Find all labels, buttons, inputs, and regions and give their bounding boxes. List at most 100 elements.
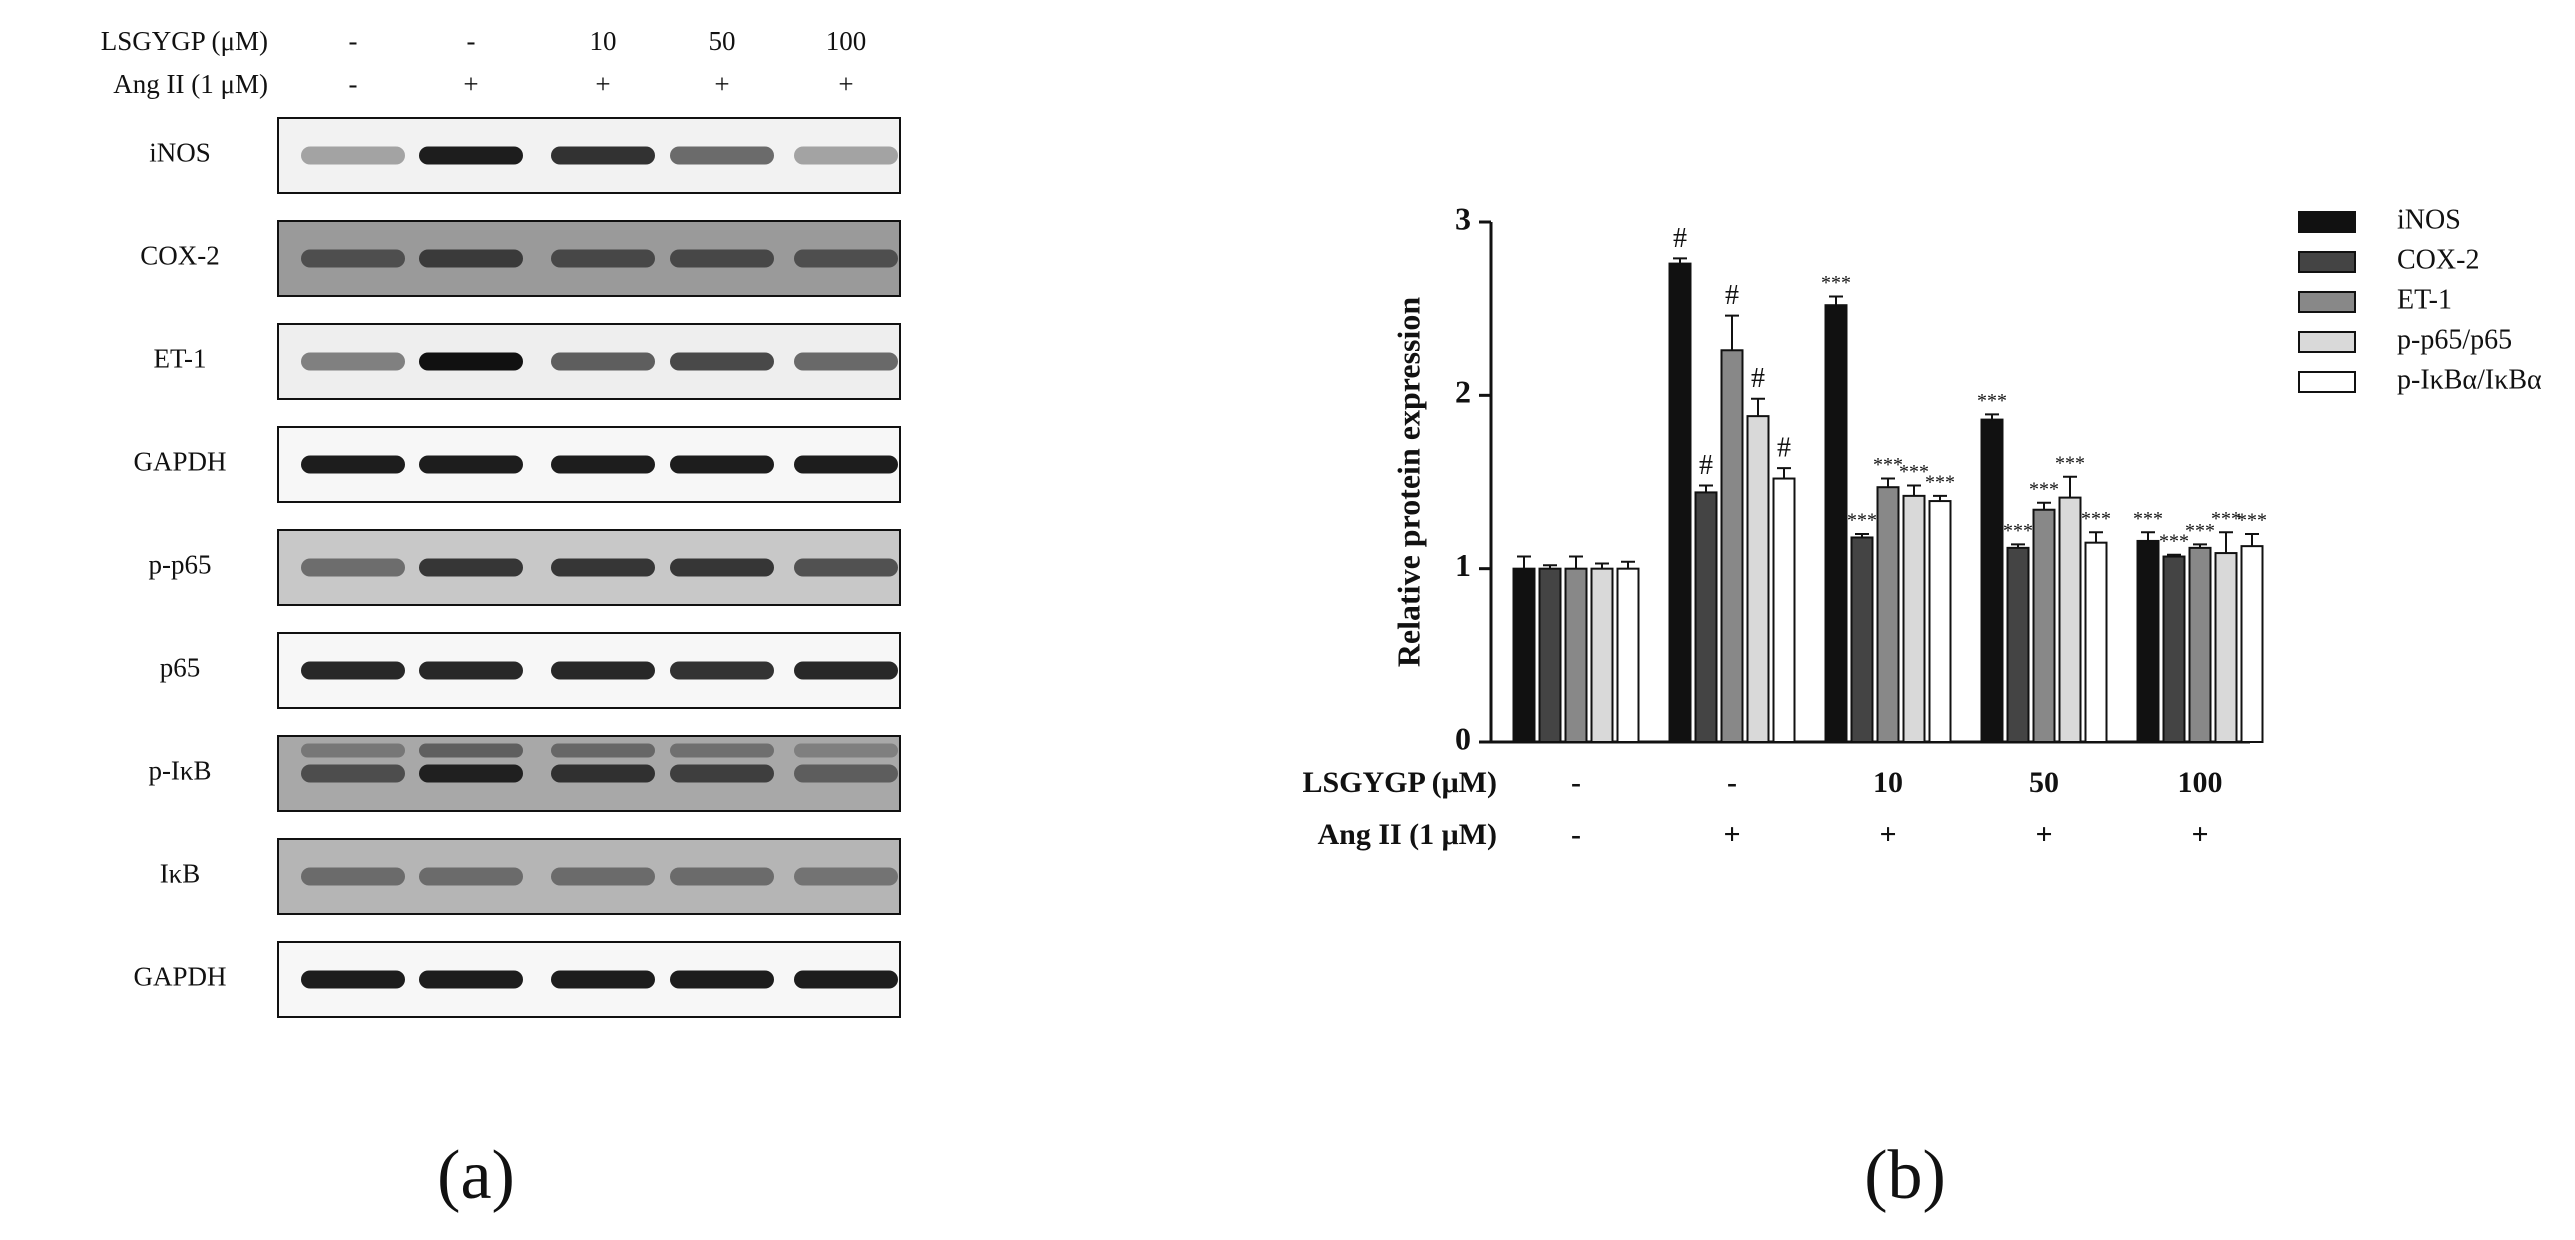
blot-band	[551, 743, 655, 758]
blot-header-value: -	[349, 26, 358, 56]
blot-band	[794, 867, 898, 886]
blot-band	[551, 146, 655, 165]
x-table-value: +	[1723, 818, 1740, 851]
blot-row-label: ET-1	[154, 344, 207, 374]
x-table-label: Ang II (1 μM)	[1317, 818, 1497, 851]
bar	[1512, 567, 1536, 744]
significance-label: ***	[2081, 508, 2111, 530]
legend-label: iNOS	[2397, 204, 2461, 235]
blot-row-label: GAPDH	[133, 962, 226, 992]
blot-band	[670, 146, 774, 165]
error-bar	[1725, 314, 1739, 351]
blot-header-value: 10	[590, 26, 617, 56]
significance-label: ***	[1847, 510, 1877, 532]
x-table-label: LSGYGP (μM)	[1302, 766, 1497, 799]
blot-band	[301, 867, 405, 886]
blot-box	[277, 838, 901, 915]
panel-label: (a)	[437, 1137, 515, 1214]
bar	[1720, 349, 1744, 743]
legend-swatch	[2298, 291, 2356, 313]
error-bar	[1855, 533, 1869, 538]
significance-label: #	[1751, 363, 1765, 394]
blot-band	[794, 764, 898, 783]
error-bar	[2011, 543, 2025, 548]
blot-header-value: 100	[826, 26, 867, 56]
significance-label: ***	[1873, 454, 1903, 476]
blot-band	[301, 743, 405, 758]
significance-label: ***	[2055, 452, 2085, 474]
blot-band	[419, 764, 523, 783]
blot-band	[670, 352, 774, 371]
blot-band	[551, 661, 655, 680]
significance-label: ***	[1821, 272, 1851, 294]
legend-label: p-IκBα/IκBα	[2397, 364, 2542, 395]
bar	[1902, 494, 1926, 743]
blot-band	[794, 455, 898, 474]
blot-band	[551, 558, 655, 577]
blot-band	[670, 661, 774, 680]
legend-label: COX-2	[2397, 244, 2479, 275]
blot-band	[419, 867, 523, 886]
blot-band	[301, 455, 405, 474]
x-table-value: +	[2035, 818, 2052, 851]
error-bar	[2141, 531, 2155, 541]
significance-label: #	[1777, 433, 1791, 464]
blot-band	[794, 661, 898, 680]
error-bar	[2089, 531, 2103, 543]
blot-band	[670, 970, 774, 989]
bar	[1694, 491, 1718, 743]
legend-swatch	[2298, 331, 2356, 353]
blot-band	[551, 249, 655, 268]
error-bar	[2193, 543, 2207, 548]
bar	[2162, 555, 2186, 743]
significance-label: ***	[2185, 520, 2215, 542]
blot-band	[301, 661, 405, 680]
blot-row-label: iNOS	[149, 138, 211, 168]
significance-label: #	[1699, 450, 1713, 481]
y-tick-label: 3	[1455, 200, 1471, 236]
legend-swatch	[2298, 211, 2356, 233]
blot-row-label: IκB	[160, 859, 201, 889]
error-bar	[1751, 397, 1765, 417]
blot-band	[551, 970, 655, 989]
legend-swatch	[2298, 251, 2356, 273]
error-bar	[1777, 467, 1791, 479]
significance-label: ***	[1899, 461, 1929, 483]
bar	[1850, 536, 1874, 744]
y-tick-label: 2	[1455, 374, 1471, 410]
x-table-value: +	[1879, 818, 1896, 851]
y-tick-label: 1	[1455, 547, 1471, 583]
x-table-value: -	[1571, 818, 1581, 851]
significance-label: ***	[2159, 530, 2189, 552]
significance-label: #	[1673, 223, 1687, 254]
error-bar	[1881, 477, 1895, 488]
error-bar	[1543, 564, 1557, 569]
significance-label: ***	[2237, 510, 2267, 532]
blot-header-value: +	[595, 69, 610, 99]
x-table-value: +	[2191, 818, 2208, 851]
legend-label: ET-1	[2397, 284, 2452, 315]
blot-band	[794, 146, 898, 165]
bar	[2188, 546, 2212, 743]
error-bar	[1985, 413, 1999, 420]
bar	[2006, 546, 2030, 743]
x-table-value: -	[1571, 766, 1581, 799]
bar	[1668, 262, 1692, 743]
significance-label: ***	[1977, 390, 2007, 412]
blot-band	[551, 867, 655, 886]
blot-row-label: p65	[160, 653, 201, 683]
blot-row-label: p-p65	[149, 550, 212, 580]
blot-band	[670, 743, 774, 758]
blot-header-value: -	[349, 69, 358, 99]
error-bar	[1569, 555, 1583, 569]
blot-band	[670, 558, 774, 577]
bar	[2214, 552, 2238, 743]
error-bar	[1907, 484, 1921, 496]
bar	[1746, 415, 1770, 743]
blot-band	[419, 970, 523, 989]
blot-header-label: LSGYGP (μM)	[101, 26, 268, 56]
bar	[2058, 496, 2082, 743]
blot-band	[301, 970, 405, 989]
blot-row-label: COX-2	[140, 241, 220, 271]
bar	[1772, 477, 1796, 743]
